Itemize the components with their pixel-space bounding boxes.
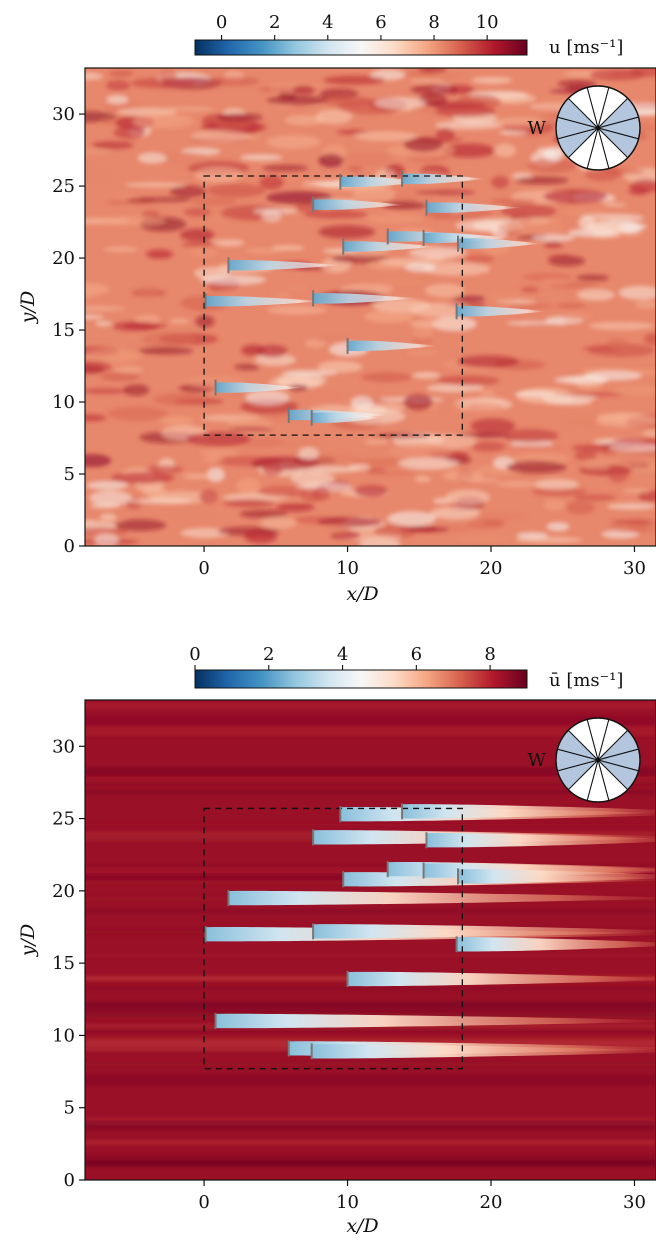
x-tick-label: 10 xyxy=(336,558,359,579)
wake xyxy=(343,241,437,252)
y-tick-label: 10 xyxy=(52,1025,75,1046)
y-tick-label: 0 xyxy=(64,1170,75,1191)
wake xyxy=(311,412,383,424)
colorbar-tick-label: 6 xyxy=(375,12,386,33)
wake xyxy=(347,340,438,352)
plot-frame xyxy=(84,67,656,547)
wake xyxy=(458,238,542,249)
y-tick-label: 25 xyxy=(52,809,75,830)
y-tick-label: 15 xyxy=(52,953,75,974)
farm-boundary-box xyxy=(203,175,463,436)
colorbar-tick-label: 0 xyxy=(189,644,200,665)
x-tick-label: 30 xyxy=(623,558,646,579)
y-tick-label: 20 xyxy=(52,248,75,269)
colorbar-tick-label: 0 xyxy=(216,12,227,33)
y-tick-label: 15 xyxy=(52,320,75,341)
colorbar xyxy=(194,39,528,56)
wake xyxy=(347,971,656,987)
wind-compass: W xyxy=(527,85,641,171)
y-axis-title: y/D xyxy=(17,924,39,957)
y-tick-label: 5 xyxy=(64,1098,75,1119)
colorbar-tick-label: 10 xyxy=(476,12,499,33)
colorbar-tick-label: 8 xyxy=(428,12,439,33)
wake xyxy=(340,176,429,187)
y-tick-label: 0 xyxy=(64,536,75,557)
colorbar-tick-label: 4 xyxy=(322,12,333,33)
colorbar-tick-label: 2 xyxy=(263,644,274,665)
x-tick-label: 10 xyxy=(336,1192,359,1213)
colorbar xyxy=(194,669,528,689)
x-tick-label: 30 xyxy=(623,1192,646,1213)
plot-frame xyxy=(84,699,656,1181)
x-axis-title: x/D xyxy=(346,583,378,605)
wake xyxy=(313,199,405,210)
farm-boundary-box xyxy=(203,807,463,1070)
wake xyxy=(423,232,509,244)
wake xyxy=(311,1044,656,1059)
wakes xyxy=(205,173,547,424)
colorbar-tick-label: 4 xyxy=(337,644,348,665)
y-tick-label: 25 xyxy=(52,176,75,197)
wake xyxy=(458,869,656,884)
wake xyxy=(313,293,417,304)
wake xyxy=(456,937,656,952)
y-axis-title: y/D xyxy=(17,291,39,324)
wind-compass: W xyxy=(527,717,641,803)
x-axis-title: x/D xyxy=(346,1215,378,1237)
y-tick-label: 5 xyxy=(64,464,75,485)
wake xyxy=(228,890,656,906)
y-tick-label: 30 xyxy=(52,104,75,125)
y-tick-label: 20 xyxy=(52,881,75,902)
colorbar-tick-label: 2 xyxy=(269,12,280,33)
wake xyxy=(456,306,547,317)
x-tick-label: 0 xyxy=(198,558,209,579)
wake xyxy=(313,924,656,939)
wake xyxy=(205,296,324,307)
y-tick-label: 10 xyxy=(52,392,75,413)
x-tick-label: 0 xyxy=(198,1192,209,1213)
colorbar-label: u [ms⁻¹] xyxy=(549,37,623,58)
panel-1: 0 10 20 30 0 5 10 15 20 25 30 x/D y/D 0 2 4 6 8 10 u [ms⁻¹]… xyxy=(17,12,656,605)
panel-2: 0 10 20 30 0 5 10 15 20 25 30 x/D y/D 0 2 4 6 8 ū [ms⁻¹] W xyxy=(17,644,656,1237)
colorbar-label: ū [ms⁻¹] xyxy=(549,670,623,691)
x-tick-label: 20 xyxy=(480,1192,503,1213)
wake xyxy=(228,260,343,271)
compass-direction-label: W xyxy=(527,750,546,771)
wake xyxy=(215,1013,656,1029)
colorbar-tick-label: 6 xyxy=(411,644,422,665)
wake xyxy=(402,173,486,185)
wake xyxy=(402,804,656,819)
colorbar-tick-label: 8 xyxy=(484,644,495,665)
x-tick-label: 20 xyxy=(480,558,503,579)
velocity-field xyxy=(85,700,656,1180)
field-texture xyxy=(85,68,656,546)
compass-direction-label: W xyxy=(527,118,546,139)
wakes xyxy=(205,804,656,1059)
y-tick-label: 30 xyxy=(52,736,75,757)
wake xyxy=(215,382,304,393)
wake xyxy=(426,833,656,848)
wake xyxy=(426,202,522,213)
